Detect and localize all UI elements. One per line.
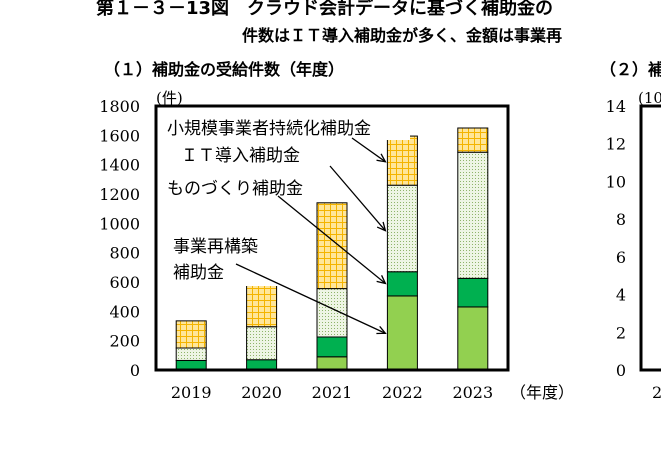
arrow-it bbox=[329, 165, 386, 232]
panel-1-x-ticks: 2019 2020 2021 2022 2023 bbox=[171, 383, 493, 402]
panel-2-title: （２）補 bbox=[600, 60, 661, 79]
panel-1-x-unit: （年度） bbox=[510, 383, 574, 402]
x-tick-label: 2021 bbox=[312, 383, 353, 402]
legend-annotations: 小規模事業者持続化補助金 ＩＴ導入補助金 ものづくり補助金 事業再構築補助金 bbox=[164, 116, 410, 335]
legend-label-it: ＩＴ導入補助金 bbox=[181, 146, 300, 166]
y-tick-label: 200 bbox=[109, 332, 140, 351]
panel-2-y-tick-label: 4 bbox=[616, 286, 626, 305]
panel-2-y-ticks: 0 2 4 6 8 10 12 14 bbox=[606, 97, 626, 380]
arrow-monozukuri-head bbox=[376, 275, 387, 285]
legend-label-shokibo: 小規模事業者持続化補助金 bbox=[167, 119, 371, 139]
arrow-monozukuri bbox=[277, 195, 386, 284]
arrow-it-head bbox=[376, 221, 387, 232]
bar-segment-shokibo-2023 bbox=[457, 127, 489, 153]
y-tick-label: 1200 bbox=[99, 185, 140, 204]
legend-label-shokibo-bg bbox=[164, 116, 410, 140]
figure-subtitle: 件数はＩＴ導入補助金が多く、金額は事業再 bbox=[242, 26, 563, 45]
x-tick-label: 2022 bbox=[382, 383, 423, 402]
legend-label-jigyo: 事業再構築補助金 bbox=[173, 237, 258, 283]
legend-label-monozukuri: ものづくり補助金 bbox=[167, 179, 303, 199]
panel-1-frame bbox=[154, 104, 510, 372]
legend-label-it-bg bbox=[178, 144, 326, 168]
bar-segment-shokibo-2021 bbox=[316, 202, 348, 290]
figure-title: 第１－３－13図 クラウド会計データに基づく補助金の bbox=[96, 0, 554, 19]
panel-1-bars bbox=[175, 127, 489, 371]
x-tick-label: 2019 bbox=[171, 383, 212, 402]
y-tick-label: 600 bbox=[109, 273, 140, 292]
bar-segment-shokibo-2019 bbox=[175, 320, 207, 349]
arrow-jigyo bbox=[235, 263, 386, 334]
y-tick-label: 1800 bbox=[99, 97, 140, 116]
bar-segment-shokibo-2022 bbox=[386, 135, 418, 186]
bar-segment-shokibo-2020 bbox=[246, 280, 278, 328]
panel-1-title: （１）補助金の受給件数（年度） bbox=[104, 60, 345, 79]
bar-segment-monozukuri-2020 bbox=[246, 359, 278, 371]
bar-segment-monozukuri-2023 bbox=[457, 277, 489, 308]
panel-2-y-unit: (10 bbox=[638, 89, 661, 107]
bar-segment-monozukuri-2021 bbox=[316, 336, 348, 358]
bar-segment-jigyo-2022 bbox=[386, 295, 418, 371]
panel-2-y-tick-label: 14 bbox=[606, 97, 626, 116]
bar-segment-jigyo-2023 bbox=[457, 306, 489, 371]
panel-2-y-tick-label: 10 bbox=[606, 172, 626, 191]
y-tick-label: 0 bbox=[130, 361, 140, 380]
panel-2-y-tick-label: 12 bbox=[606, 135, 626, 154]
arrow-jigyo-head bbox=[376, 325, 387, 335]
legend-label-monozukuri-bg bbox=[164, 177, 334, 201]
bar-segment-it-2019 bbox=[175, 347, 207, 361]
x-tick-label: 2020 bbox=[241, 383, 282, 402]
x-tick-label: 2023 bbox=[452, 383, 493, 402]
y-tick-label: 400 bbox=[109, 302, 140, 321]
legend-label-jigyo-bg bbox=[170, 232, 278, 286]
bar-segment-it-2023 bbox=[457, 151, 489, 279]
bar-segment-it-2022 bbox=[386, 184, 418, 273]
bar-segment-monozukuri-2022 bbox=[386, 271, 418, 297]
y-tick-label: 1000 bbox=[99, 214, 140, 233]
panel-2-y-tick-label: 8 bbox=[616, 210, 626, 229]
y-tick-label: 800 bbox=[109, 244, 140, 263]
arrow-shokibo bbox=[351, 137, 386, 163]
bar-segment-jigyo-2021 bbox=[316, 356, 348, 371]
panel-2-y-tick-label: 2 bbox=[616, 323, 626, 342]
arrow-shokibo-head bbox=[376, 153, 387, 163]
panel-1-y-unit: (件) bbox=[156, 89, 183, 107]
bar-segment-it-2020 bbox=[246, 326, 278, 361]
panel-2-y-tick-label: 6 bbox=[616, 248, 626, 267]
panel-2-frame bbox=[639, 104, 661, 372]
panel-1-y-ticks: 0 200 400 600 800 1000 1200 1400 1600 1800 bbox=[99, 97, 140, 380]
y-tick-label: 1400 bbox=[99, 156, 140, 175]
y-tick-label: 1600 bbox=[99, 126, 140, 145]
panel-2-x-tick-fragment: 2 bbox=[652, 383, 661, 402]
panel-2-y-tick-label: 0 bbox=[616, 361, 626, 380]
legend-arrows bbox=[235, 137, 387, 335]
